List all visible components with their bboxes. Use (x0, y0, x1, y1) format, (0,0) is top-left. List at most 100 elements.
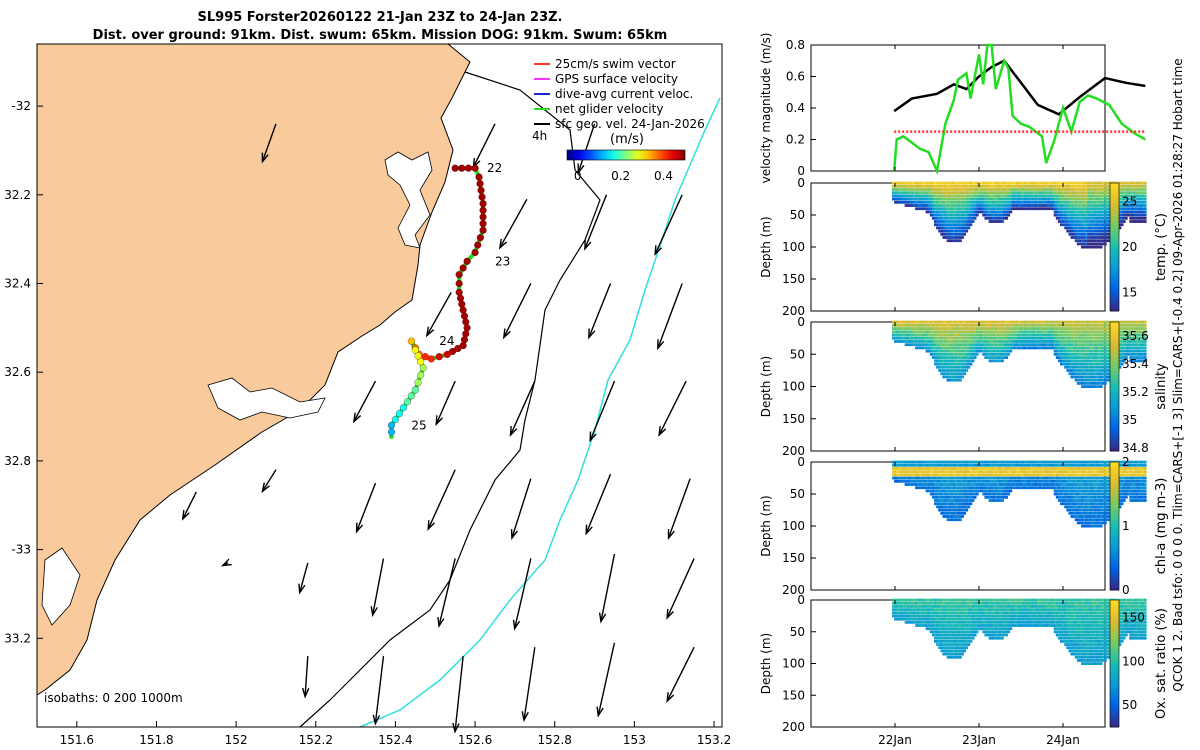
profile-data-point (1047, 207, 1051, 211)
profile-data-point (1070, 223, 1074, 227)
profile-data-point (957, 362, 960, 366)
glider-track-marker (477, 186, 485, 194)
profile-data-point (936, 346, 939, 350)
profile-data-point (1047, 320, 1051, 324)
profile-data-point (976, 460, 979, 464)
profile-data-point (1097, 385, 1101, 388)
profile-data-point (1041, 486, 1044, 490)
profile-data-point (988, 473, 992, 477)
profile-data-point (1125, 323, 1128, 327)
profile-data-point (1106, 476, 1109, 480)
profile-data-point (1108, 505, 1111, 509)
profile-data-point (1078, 502, 1082, 506)
profile-data-point (959, 229, 962, 233)
geo-velocity-arrowhead (498, 238, 508, 250)
profile-data-point (1137, 343, 1141, 347)
profile-data-point (1087, 207, 1090, 211)
profile-data-point (1007, 346, 1011, 350)
profile-data-point (1018, 207, 1021, 211)
profile-data-point (925, 181, 929, 185)
profile-data-point (978, 346, 981, 350)
profile-data-point (931, 340, 935, 343)
profile-data-point (992, 330, 996, 334)
profile-data-point (1034, 470, 1038, 474)
profile-data-point (963, 336, 967, 340)
profile-data-point (1026, 330, 1030, 334)
profile-data-point (1060, 489, 1063, 493)
profile-data-point (994, 473, 998, 477)
profile-data-point (1076, 486, 1080, 490)
profile-data-point (973, 473, 977, 477)
profile-data-point (1015, 181, 1019, 185)
profile-data-point (997, 346, 1000, 350)
profile-data-point (965, 359, 969, 363)
colorbar-segment (1110, 392, 1119, 397)
profile-data-point (961, 483, 964, 486)
profile-data-point (1076, 191, 1080, 195)
profile-data-point (1127, 336, 1130, 340)
profile-data-point (990, 473, 994, 477)
profile-data-point (1068, 320, 1072, 324)
profile-data-point (1087, 375, 1090, 379)
profile-data-point (950, 352, 954, 356)
profile-data-point (1003, 188, 1006, 191)
profile-data-point (1078, 184, 1082, 188)
profile-data-point (1005, 210, 1009, 214)
profile-data-point (898, 333, 901, 337)
profile-data-point (982, 320, 985, 324)
profile-data-point (1078, 521, 1082, 525)
profile-data-point (936, 505, 939, 509)
profile-data-point (1085, 381, 1088, 385)
profile-data-point (1083, 323, 1086, 327)
profile-data-point (1081, 340, 1084, 343)
profile-data-point (1026, 200, 1030, 204)
profile-data-point (1139, 349, 1143, 353)
profile-data-point (948, 200, 952, 204)
profile-data-point (1072, 365, 1076, 369)
profile-data-point (1072, 460, 1076, 464)
profile-data-point (988, 207, 992, 211)
profile-data-point (1066, 223, 1069, 227)
geo-velocity-arrowhead (261, 152, 269, 164)
profile-data-point (927, 470, 931, 474)
profile-data-point (1135, 330, 1139, 334)
profile-data-point (963, 467, 967, 470)
profile-data-point (1102, 210, 1105, 214)
profile-data-point (1005, 473, 1009, 477)
profile-data-point (921, 340, 925, 343)
glider-track-marker (443, 350, 451, 359)
profile-data-point (1026, 486, 1030, 490)
profile-data-point (997, 492, 1000, 496)
profile-data-point (994, 486, 998, 490)
profile-data-point (955, 369, 958, 372)
profile-data-point (1064, 470, 1067, 474)
profile-data-point (917, 330, 920, 334)
profile-data-point (997, 323, 1000, 327)
profile-data-point (1089, 184, 1093, 188)
profile-data-point (982, 323, 985, 327)
profile-data-point (931, 356, 935, 359)
profile-data-point (1068, 460, 1072, 464)
profile-data-point (1066, 197, 1069, 201)
profile-data-point (952, 226, 956, 230)
profile-data-point (957, 489, 960, 493)
profile-data-point (944, 362, 948, 366)
profile-data-point (961, 323, 964, 327)
profile-data-point (1070, 460, 1074, 464)
profile-data-point (1039, 188, 1042, 191)
profile-data-point (1051, 340, 1055, 343)
profile-data-point (894, 470, 897, 474)
profile-data-point (1118, 226, 1122, 230)
profile-data-point (1070, 365, 1074, 369)
profile-data-point (1068, 216, 1072, 220)
profile-data-point (959, 349, 962, 353)
profile-data-point (971, 333, 975, 337)
profile-data-point (1083, 232, 1086, 236)
profile-data-point (1064, 365, 1067, 369)
profile-data-point (921, 327, 925, 330)
profile-data-point (986, 200, 990, 204)
profile-data-point (984, 184, 988, 188)
profile-data-point (944, 359, 948, 363)
profile-data-point (915, 194, 918, 198)
colorbar-segment (1110, 347, 1119, 352)
